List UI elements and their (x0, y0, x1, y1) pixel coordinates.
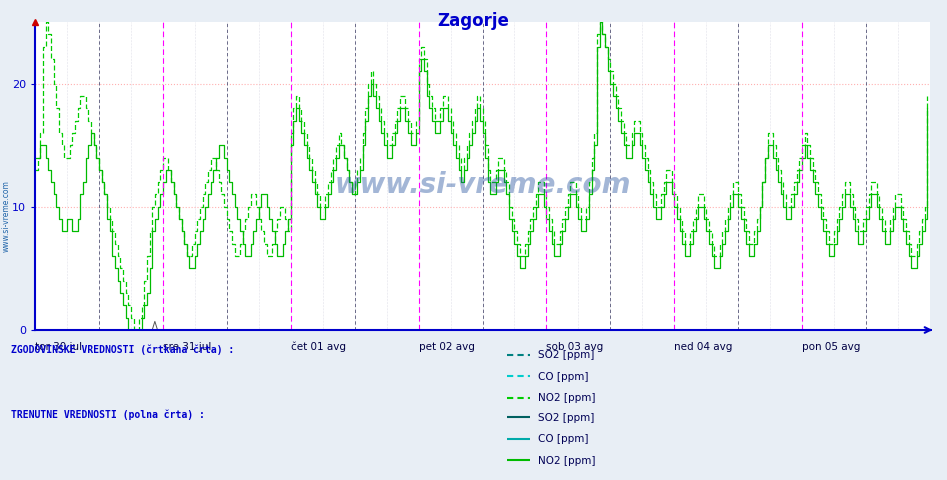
Text: sob 03 avg: sob 03 avg (546, 342, 603, 352)
Text: čet 01 avg: čet 01 avg (291, 342, 346, 352)
Text: ned 04 avg: ned 04 avg (674, 342, 733, 352)
Text: TRENUTNE VREDNOSTI (polna črta) :: TRENUTNE VREDNOSTI (polna črta) : (11, 409, 205, 420)
Text: CO [ppm]: CO [ppm] (538, 372, 588, 382)
Text: pon 05 avg: pon 05 avg (802, 342, 861, 352)
Text: www.si-vreme.com: www.si-vreme.com (1, 180, 10, 252)
Text: pet 02 avg: pet 02 avg (419, 342, 474, 352)
Text: SO2 [ppm]: SO2 [ppm] (538, 350, 595, 360)
Text: Zagorje: Zagorje (438, 12, 509, 30)
Text: tor 30 jul: tor 30 jul (35, 342, 82, 352)
Text: NO2 [ppm]: NO2 [ppm] (538, 394, 596, 403)
Text: sre 31 jul: sre 31 jul (163, 342, 211, 352)
Text: SO2 [ppm]: SO2 [ppm] (538, 413, 595, 422)
Text: ZGODOVINSKE VREDNOSTI (črtkana črta) :: ZGODOVINSKE VREDNOSTI (črtkana črta) : (11, 344, 235, 355)
Text: www.si-vreme.com: www.si-vreme.com (334, 171, 631, 199)
Text: CO [ppm]: CO [ppm] (538, 434, 588, 444)
Text: NO2 [ppm]: NO2 [ppm] (538, 456, 596, 466)
